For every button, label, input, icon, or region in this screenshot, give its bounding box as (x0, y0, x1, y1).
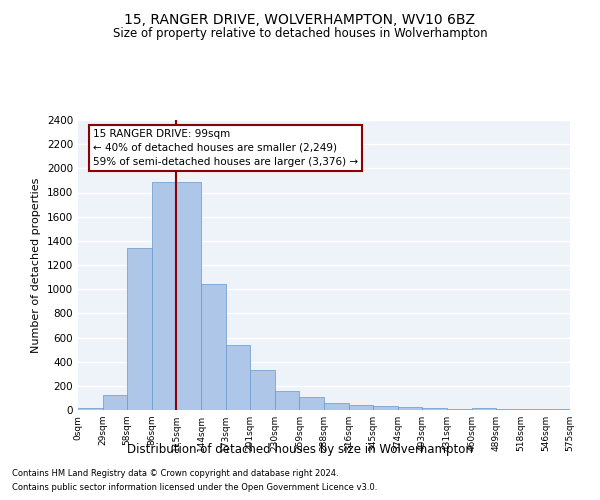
Text: 15 RANGER DRIVE: 99sqm
← 40% of detached houses are smaller (2,249)
59% of semi-: 15 RANGER DRIVE: 99sqm ← 40% of detached… (93, 128, 358, 166)
Text: Contains public sector information licensed under the Open Government Licence v3: Contains public sector information licen… (12, 484, 377, 492)
Bar (127, 248, 152, 410)
Bar (398, 407, 422, 410)
Bar (275, 390, 299, 410)
Bar (373, 406, 398, 410)
Bar (349, 405, 373, 410)
Text: Distribution of detached houses by size in Wolverhampton: Distribution of detached houses by size … (127, 442, 473, 456)
Bar (201, 284, 226, 410)
Bar (324, 403, 349, 410)
Text: Size of property relative to detached houses in Wolverhampton: Size of property relative to detached ho… (113, 28, 487, 40)
Text: Contains HM Land Registry data © Crown copyright and database right 2024.: Contains HM Land Registry data © Crown c… (12, 468, 338, 477)
Y-axis label: Number of detached properties: Number of detached properties (31, 178, 41, 352)
Bar (299, 396, 324, 410)
Bar (226, 345, 250, 410)
Bar (78, 408, 103, 410)
Bar (422, 408, 447, 410)
Bar (176, 182, 201, 410)
Bar (152, 182, 176, 410)
Bar (103, 395, 127, 410)
Bar (250, 370, 275, 410)
Text: 15, RANGER DRIVE, WOLVERHAMPTON, WV10 6BZ: 15, RANGER DRIVE, WOLVERHAMPTON, WV10 6B… (125, 12, 476, 26)
Bar (472, 408, 496, 410)
